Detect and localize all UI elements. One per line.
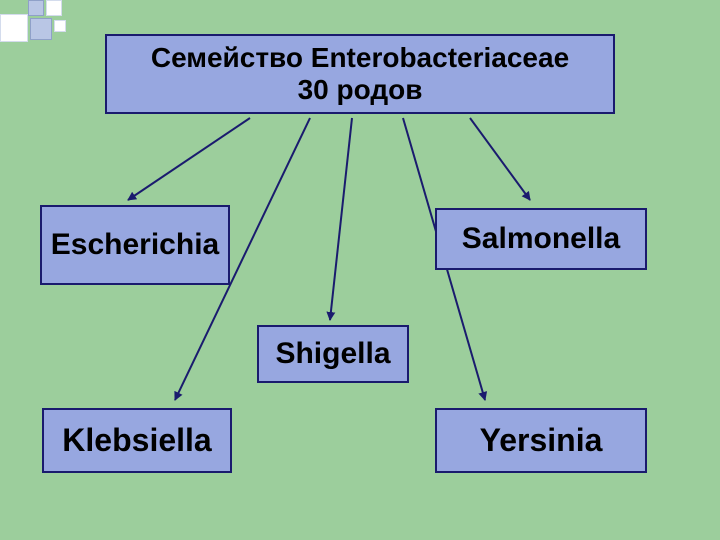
- deco-sq: [54, 20, 66, 32]
- leaf-node-salmonella: Salmonella: [435, 208, 647, 270]
- leaf-node-yersinia: Yersinia: [435, 408, 647, 473]
- connector-arrow: [470, 118, 530, 200]
- connector-arrow: [128, 118, 250, 200]
- leaf-node-shigella: Shigella: [257, 325, 409, 383]
- deco-sq: [30, 18, 52, 40]
- connector-arrow: [330, 118, 352, 320]
- leaf-node-klebsiella: Klebsiella: [42, 408, 232, 473]
- deco-sq: [46, 0, 62, 16]
- diagram-stage: Семейство Enterobacteriaceae 30 родов Es…: [0, 0, 720, 540]
- deco-sq: [28, 0, 44, 16]
- leaf-node-escherichia: Escherichia: [40, 205, 230, 285]
- root-node: Семейство Enterobacteriaceae 30 родов: [105, 34, 615, 114]
- deco-sq: [0, 14, 28, 42]
